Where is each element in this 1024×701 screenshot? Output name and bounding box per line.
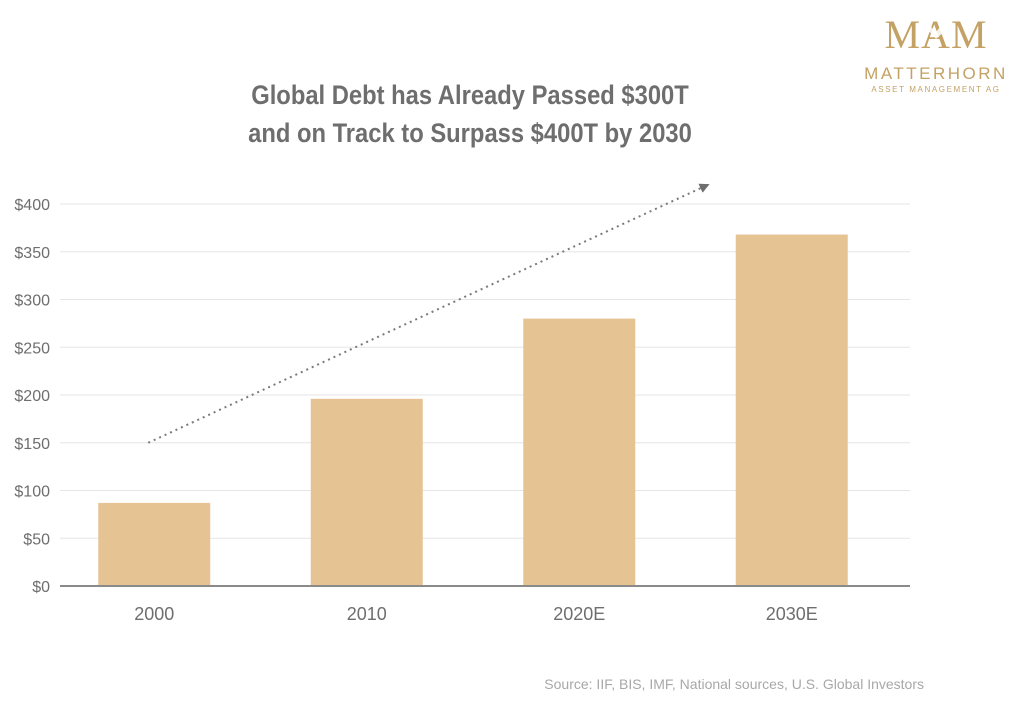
y-tick-label: $0 — [32, 579, 50, 596]
x-tick-label: 2010 — [347, 604, 387, 624]
y-tick-label: $200 — [14, 388, 50, 405]
chart-title: Global Debt has Already Passed $300T and… — [188, 76, 751, 152]
y-tick-label: $350 — [14, 245, 50, 262]
bar-2020e — [523, 318, 636, 585]
bar-2030e — [735, 234, 848, 585]
source-note: Source: IIF, BIS, IMF, National sources,… — [544, 676, 924, 692]
bar-2000 — [98, 502, 211, 585]
x-tick-label: 2020E — [553, 604, 605, 624]
bar-2010 — [310, 398, 423, 585]
title-line-2: and on Track to Surpass $400T by 2030 — [248, 118, 692, 148]
logo-subtitle: ASSET MANAGEMENT AG — [871, 85, 1001, 94]
y-tick-label: $300 — [14, 293, 50, 310]
matterhorn-logo: MAM MATTERHORN ASSET MANAGEMENT AG — [856, 6, 1016, 102]
y-tick-label: $100 — [14, 484, 50, 501]
y-tick-label: $50 — [23, 531, 50, 548]
x-tick-label: 2030E — [766, 604, 818, 624]
y-tick-label: $150 — [14, 436, 50, 453]
trend-arrow — [147, 183, 710, 444]
title-line-1: Global Debt has Already Passed $300T — [251, 80, 689, 110]
y-tick-label: $400 — [14, 197, 50, 214]
y-tick-label: $250 — [14, 340, 50, 357]
logo-name: MATTERHORN — [864, 64, 1008, 83]
mountain-logo-icon: MAM — [884, 12, 986, 57]
x-tick-label: 2000 — [134, 604, 174, 624]
